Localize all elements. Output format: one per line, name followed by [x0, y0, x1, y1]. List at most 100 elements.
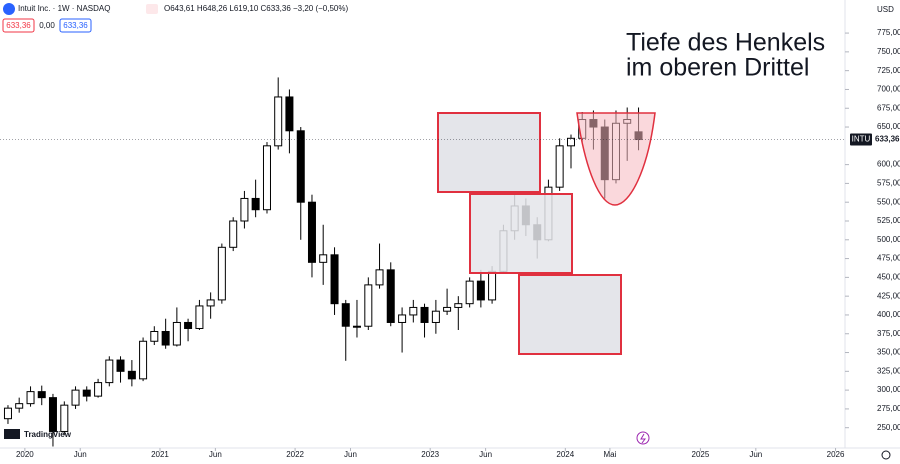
y-tick-label: 750,00 [877, 47, 900, 56]
symbol-tag [850, 133, 872, 146]
y-tick-label: 275,00 [877, 404, 900, 413]
box-drawing [437, 112, 541, 193]
y-tick-label: 300,00 [877, 385, 900, 394]
candle-body [82, 389, 91, 397]
candle-body [431, 310, 440, 323]
candle-body [307, 201, 316, 263]
candle-body [476, 280, 485, 301]
spread: 0,00 [39, 21, 55, 30]
y-tick-label: 425,00 [877, 291, 900, 300]
event-icon[interactable] [636, 431, 650, 445]
candle-body [409, 306, 418, 316]
candle-body [48, 397, 57, 432]
x-tick-label: Jun [749, 450, 762, 459]
y-tick-label: 675,00 [877, 103, 900, 112]
x-tick-label: 2025 [692, 450, 710, 459]
candle-body [285, 96, 294, 132]
buy-button[interactable] [59, 18, 92, 33]
y-tick-label: 250,00 [877, 423, 900, 432]
sell-button[interactable] [2, 18, 35, 33]
ohlc-legend: O643,61 H648,26 L619,10 C633,36 −3,20 (−… [164, 4, 348, 13]
y-tick-label: 550,00 [877, 197, 900, 206]
sell-price[interactable]: 633,36 [6, 21, 31, 30]
candle-body [37, 391, 46, 399]
candle-body [566, 137, 575, 147]
candle-body [488, 270, 497, 301]
x-tick-label: 2021 [151, 450, 169, 459]
x-tick-label: 2024 [556, 450, 574, 459]
candle-body [364, 284, 373, 327]
candle-body [341, 303, 350, 327]
y-tick-label: 450,00 [877, 272, 900, 281]
candle-body [195, 305, 204, 329]
candle-body [26, 391, 35, 405]
x-tick-label: 2020 [16, 450, 34, 459]
candle-body [184, 321, 193, 329]
symbol-icon [3, 3, 15, 15]
box-drawing [469, 193, 573, 274]
y-tick-label: 500,00 [877, 235, 900, 244]
x-tick-label: 2026 [827, 450, 845, 459]
candle-body [386, 269, 395, 323]
candle-body [398, 314, 407, 323]
y-tick-label: 575,00 [877, 179, 900, 188]
candle-body [206, 299, 215, 307]
candle-body [71, 389, 80, 406]
candle-body [296, 130, 305, 203]
box-drawing [518, 274, 622, 355]
candle-body [330, 254, 339, 305]
candle-body [161, 330, 170, 346]
candle-body [127, 370, 136, 380]
candle-body [352, 325, 361, 328]
candle-body [139, 340, 148, 380]
candle-body [375, 269, 384, 286]
candle-body [15, 403, 24, 409]
cup-drawing [576, 112, 656, 206]
annotation: im oberen Drittel [626, 54, 809, 82]
x-tick-label: 2023 [421, 450, 439, 459]
candle-body [555, 145, 564, 188]
event-icon-bolt [640, 433, 646, 444]
y-tick-label: 475,00 [877, 254, 900, 263]
candle-body [60, 404, 69, 432]
x-tick-label: 2022 [286, 450, 304, 459]
annotation: Tiefe des Henkels [626, 29, 825, 57]
y-tick-label: 350,00 [877, 348, 900, 357]
x-tick-label: Mai [603, 450, 616, 459]
y-tick-label: 700,00 [877, 85, 900, 94]
candle-body [274, 96, 283, 147]
candle-body [94, 382, 103, 397]
menu-icon[interactable] [146, 4, 158, 14]
y-tick-label: 775,00 [877, 28, 900, 37]
currency-label[interactable]: USD [877, 5, 894, 14]
logo-text: TradingView [24, 430, 72, 439]
y-tick-label: 725,00 [877, 66, 900, 75]
candle-body [3, 407, 12, 420]
candle-body [420, 306, 429, 323]
x-tick-label: Jun [74, 450, 87, 459]
symbol-title[interactable]: Intuit Inc. · 1W · NASDAQ [18, 4, 110, 13]
price-tag-text: 633,36 [875, 135, 900, 144]
y-tick-label: 650,00 [877, 122, 900, 131]
candle-body [217, 246, 226, 301]
y-tick-label: 525,00 [877, 216, 900, 225]
candle-body [116, 359, 125, 372]
candle-body [240, 197, 249, 222]
y-tick-label: 600,00 [877, 160, 900, 169]
candle-body [454, 303, 463, 308]
x-tick-label: Jun [344, 450, 357, 459]
candle-body [251, 197, 260, 211]
x-tick-label: Jun [479, 450, 492, 459]
logo-icon [4, 429, 20, 439]
symbol-tag-text: INTU [852, 135, 871, 144]
x-tick-label: Jun [209, 450, 222, 459]
candle-body [443, 306, 452, 312]
candle-body [150, 330, 159, 342]
settings-icon[interactable] [881, 450, 891, 460]
candle-body [105, 359, 114, 384]
candle-body [319, 254, 328, 263]
candle-body [465, 280, 474, 305]
buy-price[interactable]: 633,36 [63, 21, 88, 30]
